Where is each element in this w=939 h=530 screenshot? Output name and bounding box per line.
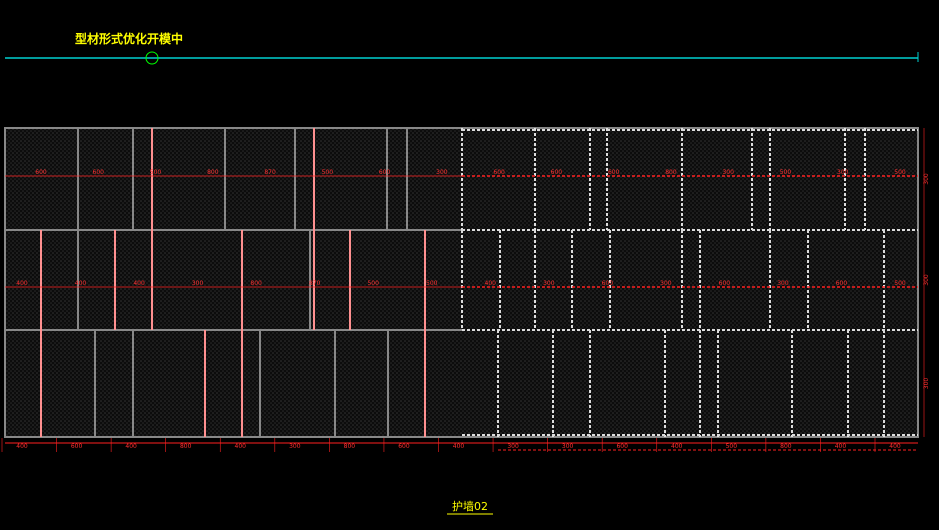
dimension-label: 300 <box>507 443 519 450</box>
dimension-label: 300 <box>660 280 672 287</box>
dimension-label: 400 <box>485 280 497 287</box>
dimension-label: 600 <box>93 169 105 176</box>
dimension-label: 600 <box>493 169 505 176</box>
axis-marker <box>145 51 159 65</box>
dimension-label: 300 <box>289 443 301 450</box>
dimension-label: 400 <box>835 443 847 450</box>
dimension-label: 300 <box>837 169 849 176</box>
dimension-label: 600 <box>551 169 563 176</box>
footer-label: 护墙02 <box>452 499 488 513</box>
dimension-label: 400 <box>125 443 137 450</box>
dimension-label: 300 <box>777 280 789 287</box>
title: 型材形式优化开模中 <box>75 31 183 46</box>
dimension-label: 800 <box>250 280 262 287</box>
dimension-label: 800 <box>780 443 792 450</box>
side-dimension-label: 300 <box>923 173 930 185</box>
dimension-label: 400 <box>889 443 901 450</box>
dimension-label: 800 <box>180 443 192 450</box>
dimension-label: 500 <box>726 443 738 450</box>
side-dimension-label: 300 <box>923 378 930 390</box>
dimension-label: 500 <box>894 280 906 287</box>
dimension-label: 400 <box>235 443 247 450</box>
dimension-label: 400 <box>16 443 28 450</box>
dimension-label: 500 <box>367 280 379 287</box>
dimension-label: 400 <box>75 280 87 287</box>
dimension-label: 600 <box>379 169 391 176</box>
dimension-label: 400 <box>16 280 28 287</box>
side-dimension-label: 300 <box>923 274 930 286</box>
dimension-label: 500 <box>150 169 162 176</box>
dimension-label: 400 <box>671 443 683 450</box>
dimension-label: 300 <box>722 169 734 176</box>
dimension-label: 500 <box>780 169 792 176</box>
dimension-label: 600 <box>616 443 628 450</box>
dimension-label: 300 <box>436 169 448 176</box>
dimension-label: 600 <box>608 169 620 176</box>
dimension-label: 800 <box>207 169 219 176</box>
dimension-label: 870 <box>264 169 276 176</box>
dimension-label: 300 <box>562 443 574 450</box>
wall-panels: 600 600 500 800 870 500 600 300 600 600 600 800 300 5… <box>1 128 930 452</box>
dimension-label: 500 <box>894 169 906 176</box>
dimension-label: 300 <box>543 280 555 287</box>
dimension-label: 500 <box>322 169 334 176</box>
dimension-label: 600 <box>602 280 614 287</box>
dimension-label: 300 <box>192 280 204 287</box>
dimension-label: 870 <box>309 280 321 287</box>
dimension-label: 500 <box>426 280 438 287</box>
dimension-label: 600 <box>719 280 731 287</box>
dimension-label: 800 <box>665 169 677 176</box>
dimension-label: 400 <box>453 443 465 450</box>
dimension-label: 800 <box>344 443 356 450</box>
dimension-label: 600 <box>836 280 848 287</box>
dimension-label: 600 <box>398 443 410 450</box>
dimension-label: 600 <box>35 169 47 176</box>
dimension-label: 600 <box>71 443 83 450</box>
dimension-label: 400 <box>133 280 145 287</box>
